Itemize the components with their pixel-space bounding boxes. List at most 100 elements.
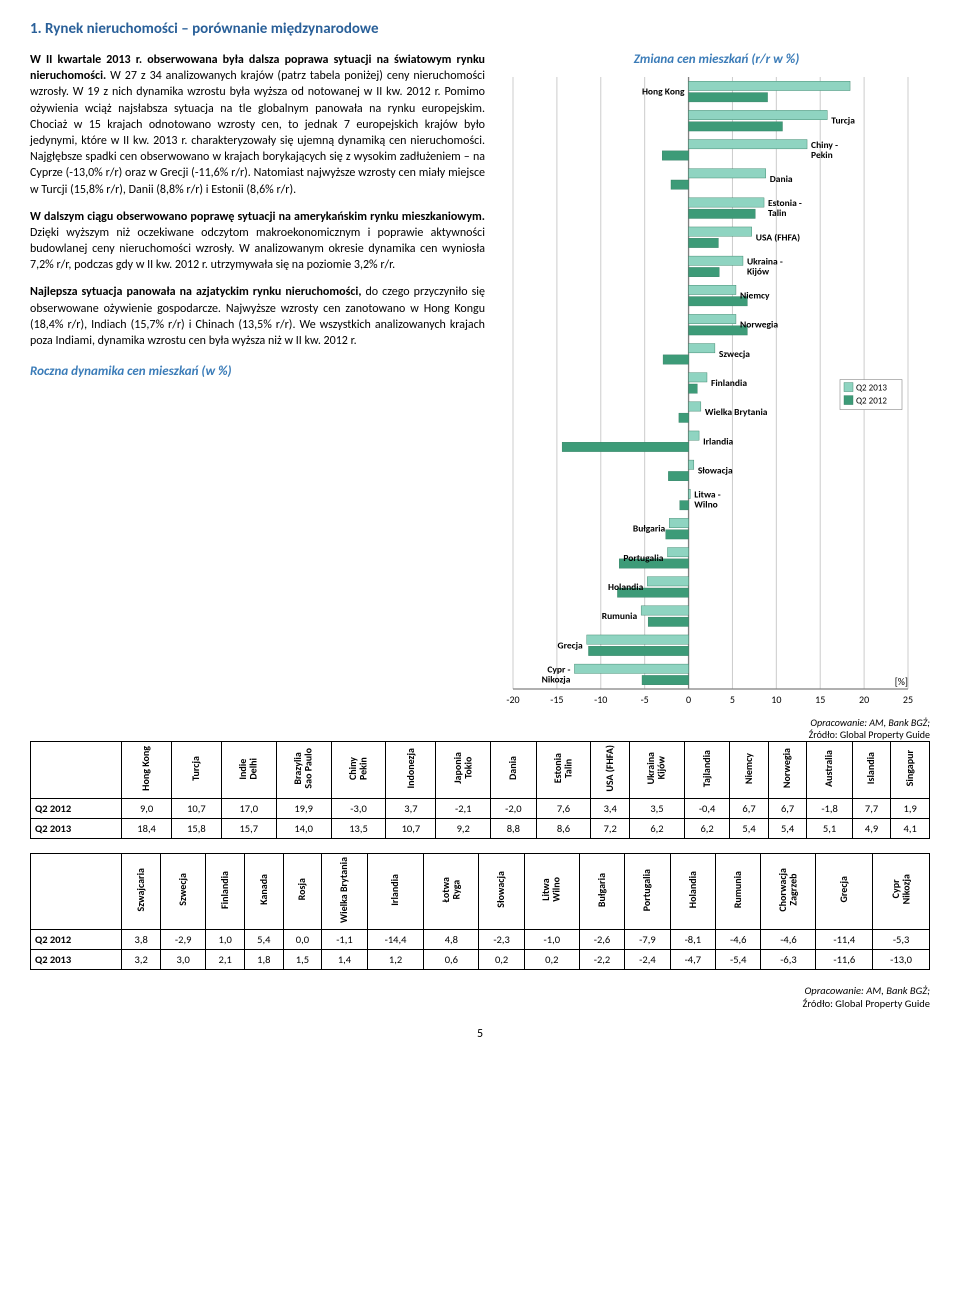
table-cell: -2,9 (160, 929, 205, 949)
table-column-header: Hong Kong (141, 746, 152, 791)
tables-source: Opracowanie: AM, Bank BGŻ; Źródło: Globa… (30, 984, 930, 1011)
svg-text:Wilno: Wilno (694, 499, 717, 511)
table-cell: 1,9 (891, 798, 930, 818)
two-column-layout: W II kwartale 2013 r. obserwowana była d… (30, 52, 930, 741)
table-cell: -4,7 (670, 949, 715, 969)
table-cell: 5,4 (730, 818, 769, 838)
table-column-header: Norwegia (782, 748, 793, 788)
horizontal-bar-chart: -20-15-10-50510152025Hong KongTurcjaChin… (503, 73, 918, 713)
svg-text:Dania: Dania (770, 173, 793, 185)
table-cell: -5,3 (873, 929, 930, 949)
table-cell: -7,9 (625, 929, 670, 949)
table-cell: 4,8 (424, 929, 479, 949)
tables-source-l2: Źródło: Global Property Guide (803, 997, 930, 1010)
chart-source: Opracowanie: AM, Bank BGŻ; Źródło: Globa… (503, 717, 930, 741)
table-cell: 13,5 (331, 818, 386, 838)
table-cell: 7,6 (536, 798, 591, 818)
table-cell: 1,2 (367, 949, 424, 969)
table-cell: 0,6 (424, 949, 479, 969)
table-cell: 5,4 (245, 929, 284, 949)
table-cell: 0,2 (479, 949, 524, 969)
table-cell: 4,9 (852, 818, 891, 838)
table-cell: 0,0 (283, 929, 322, 949)
table-cell: 3,5 (630, 798, 685, 818)
chart-column: Zmiana cen mieszkań (r/r w %) -20-15-10-… (503, 52, 930, 741)
table-cell: 1,4 (322, 949, 367, 969)
table-cell: 2,1 (206, 949, 245, 969)
svg-text:20: 20 (859, 693, 869, 706)
table-column-header: ChorwacjaZagrzeb (778, 868, 799, 912)
annual-table-1: Hong KongTurcjaIndieDelhiBrazyliaSao Pau… (30, 741, 930, 839)
table-cell: -14,4 (367, 929, 424, 949)
table-column-header: CyprNikozja (891, 874, 912, 904)
table-cell: -2,3 (479, 929, 524, 949)
p2-rest: Dzięki wyższym niż oczekiwane odczytom m… (30, 226, 485, 272)
svg-text:-10: -10 (594, 693, 607, 706)
svg-text:[%]: [%] (895, 675, 908, 688)
chart-source-l2: Źródło: Global Property Guide (809, 728, 930, 741)
svg-text:Norwegia: Norwegia (740, 319, 778, 331)
table-cell: 7,2 (591, 818, 630, 838)
chart-title: Zmiana cen mieszkań (r/r w %) (503, 52, 930, 67)
table-cell: 15,8 (172, 818, 222, 838)
table-cell: -0,4 (684, 798, 729, 818)
table-cell: -5,4 (716, 949, 761, 969)
table-column-header: Indonezja (406, 748, 417, 789)
table-column-header: Słowacja (496, 871, 507, 908)
table-cell: 1,0 (206, 929, 245, 949)
table-cell: 6,7 (730, 798, 769, 818)
svg-text:Q2 2013: Q2 2013 (856, 383, 887, 394)
svg-text:Portugalia: Portugalia (623, 552, 663, 564)
svg-text:Grecja: Grecja (558, 639, 584, 651)
svg-text:25: 25 (903, 693, 913, 706)
table-cell: 1,5 (283, 949, 322, 969)
table-cell: -2,4 (625, 949, 670, 969)
svg-text:Wielka Brytania: Wielka Brytania (705, 406, 768, 418)
table-column-header: Dania (508, 756, 519, 780)
table-cell: 5,1 (807, 818, 852, 838)
svg-text:-15: -15 (550, 693, 563, 706)
table-cell: 10,7 (172, 798, 222, 818)
section-title: 1. Rynek nieruchomości – porównanie międ… (30, 20, 930, 38)
svg-text:Słowacja: Słowacja (698, 464, 733, 476)
table-column-header: Australia (824, 750, 835, 787)
table-column-header: JaponiaTokio (453, 752, 474, 784)
table-row-header: Q2 2013 (31, 818, 122, 838)
table-column-header: ChinyPekin (348, 757, 369, 780)
svg-text:-5: -5 (641, 693, 649, 706)
table-column-header: Islandia (866, 752, 877, 784)
table-cell: 10,7 (386, 818, 436, 838)
table-column-header: Finlandia (220, 871, 231, 909)
svg-text:Szwecja: Szwecja (719, 348, 750, 360)
table-column-header: Holandia (688, 871, 699, 908)
table-column-header: Singapur (905, 750, 916, 786)
svg-text:Talin: Talin (768, 207, 786, 219)
table-column-header: Tajlandia (702, 750, 713, 787)
svg-text:Q2 2012: Q2 2012 (856, 396, 887, 407)
svg-text:Nikozja: Nikozja (542, 673, 571, 685)
p2-lead: W dalszym ciągu obserwowano poprawę sytu… (30, 210, 485, 224)
table-cell: 3,4 (591, 798, 630, 818)
table-column-header: IndieDelhi (238, 758, 259, 780)
table-cell: 9,2 (436, 818, 491, 838)
table-cell: 3,0 (160, 949, 205, 969)
table-cell: -11,4 (816, 929, 873, 949)
table-column-header: Turcja (191, 756, 202, 781)
table-column-header: USA (FHFA) (605, 745, 616, 792)
table-column-header: Portugalia (642, 869, 653, 911)
table-cell: 0,2 (524, 949, 579, 969)
table-cell: -11,6 (816, 949, 873, 969)
table-cell: 7,7 (852, 798, 891, 818)
table-column-header: ŁotwaRyga (441, 877, 462, 902)
table-column-header: Szwajcaria (136, 868, 147, 911)
svg-text:10: 10 (771, 693, 781, 706)
table-cell: -1,8 (807, 798, 852, 818)
svg-text:Hong Kong: Hong Kong (642, 86, 685, 98)
table-cell: -4,6 (716, 929, 761, 949)
table-cell: -2,1 (436, 798, 491, 818)
table-cell: 17,0 (221, 798, 276, 818)
annual-table-2: SzwajcariaSzwecjaFinlandiaKanadaRosjaWie… (30, 853, 930, 970)
table-cell: 9,0 (122, 798, 172, 818)
table-cell: 18,4 (122, 818, 172, 838)
paragraph-3: Najlepsza sytuacja panowała na azjatycki… (30, 284, 485, 349)
